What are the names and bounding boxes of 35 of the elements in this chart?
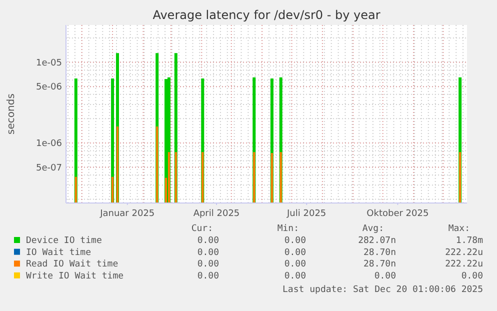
text: 0.00 <box>197 236 219 246</box>
text: 0.00 <box>197 248 219 258</box>
text: 0.00 <box>284 271 306 282</box>
text: 28.70n <box>363 248 396 258</box>
x-tick-label: April 2025 <box>193 209 240 219</box>
y-axis-title: seconds <box>6 94 17 134</box>
y-tick-label: 1e-06 <box>36 139 62 150</box>
text: Cur: <box>191 224 213 234</box>
text: Max: <box>448 224 470 234</box>
text: 0.00 <box>284 236 306 246</box>
text: 28.70n <box>363 260 396 270</box>
text: 0.00 <box>461 271 483 282</box>
x-tick-label: Oktober 2025 <box>366 209 429 219</box>
legend-label: Device IO time <box>26 236 102 246</box>
text: 0.00 <box>284 248 306 258</box>
text: 222.22u <box>445 248 483 258</box>
text: 1.78m <box>456 236 483 246</box>
text: 0.00 <box>374 271 396 282</box>
x-tick-label: Juli 2025 <box>286 209 326 219</box>
text: 0.00 <box>197 260 219 270</box>
text: Last update: Sat Dec 20 01:00:06 2025 <box>282 285 483 296</box>
y-tick-label: 5e-06 <box>36 82 62 93</box>
y-tick-label: 5e-07 <box>36 163 62 174</box>
text: 0.00 <box>284 260 306 270</box>
text: Min: <box>277 224 299 234</box>
text: 282.07n <box>358 236 396 246</box>
text: 222.22u <box>445 260 483 270</box>
text: Avg: <box>362 224 384 234</box>
y-tick-label: 1e-05 <box>36 58 62 68</box>
legend-label: IO Wait time <box>26 248 92 258</box>
chart-title: Average latency for /dev/sr0 - by year <box>152 8 380 22</box>
legend-label: Read IO Wait time <box>26 260 118 270</box>
legend-label: Write IO Wait time <box>26 271 124 282</box>
text: 0.00 <box>197 271 219 282</box>
x-tick-label: Januar 2025 <box>99 209 155 219</box>
